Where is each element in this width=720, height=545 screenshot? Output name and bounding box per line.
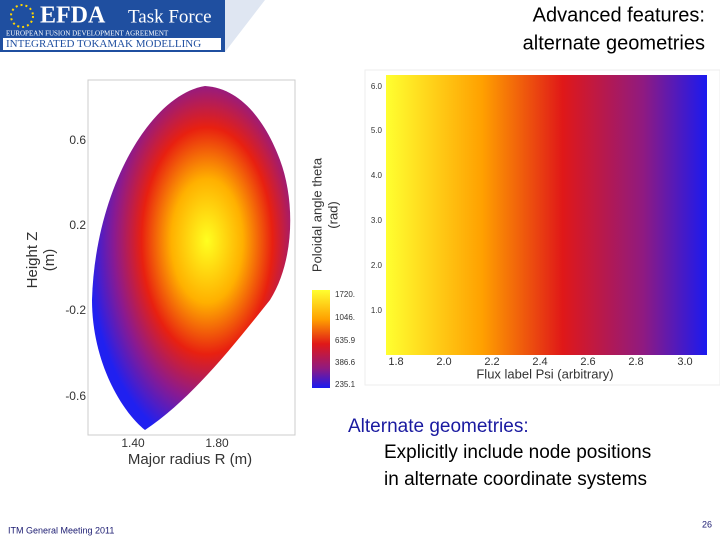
- logo-stars: [10, 4, 34, 28]
- colorbar-tick-label: 386.6: [335, 358, 356, 367]
- slide-title: Advanced features:: [533, 4, 705, 26]
- footer-meeting: ITM General Meeting 2011: [8, 525, 114, 535]
- body-line: Explicitly include node positions: [384, 442, 651, 463]
- body-line: in alternate coordinate systems: [384, 469, 647, 490]
- x-tick-label: 1.80: [205, 436, 229, 450]
- x-tick-label: 2.8: [628, 356, 643, 368]
- y-tick-label: -0.2: [65, 303, 86, 317]
- y-axis-label: (m): [41, 249, 58, 272]
- y-tick-label: 4.0: [371, 171, 383, 180]
- colorbar: [312, 290, 330, 388]
- x-axis-label: Flux label Psi (arbitrary): [476, 366, 613, 381]
- logo-title: EFDA: [40, 3, 106, 29]
- y-tick-label: 6.0: [371, 82, 383, 91]
- x-axis-label: Major radius R (m): [128, 451, 252, 468]
- y-tick-label: 0.2: [69, 218, 86, 232]
- colorbar-tick-label: 235.1: [335, 380, 356, 389]
- colorbar-tick-label: 1720.: [335, 290, 355, 299]
- x-tick-label: 2.2: [484, 356, 499, 368]
- colorbar-tick-label: 635.9: [335, 336, 356, 345]
- x-tick-label: 3.0: [677, 356, 692, 368]
- y-tick-label: 3.0: [371, 216, 383, 225]
- logo-swoosh: [225, 0, 265, 52]
- logo-line: EUROPEAN FUSION DEVELOPMENT AGREEMENT: [6, 30, 169, 38]
- x-tick-label: 2.4: [532, 356, 547, 368]
- logo-subtitle: Task Force: [128, 6, 212, 27]
- plasma-cross-section: [92, 86, 291, 430]
- y-tick-label: 2.0: [371, 261, 383, 270]
- body-heading: Alternate geometries:: [348, 416, 529, 437]
- y-tick-label: 0.6: [69, 133, 86, 147]
- colorbar-label: Poloidal angle theta: [309, 157, 324, 272]
- colorbar-tick-label: 1046.: [335, 313, 355, 322]
- x-tick-label: 1.40: [121, 436, 145, 450]
- flux-map: [386, 75, 707, 355]
- y-axis-label: Height Z: [24, 232, 41, 289]
- page-number: 26: [702, 519, 712, 529]
- y-tick-label: -0.6: [65, 389, 86, 403]
- slide-title: alternate geometries: [523, 32, 705, 54]
- x-tick-label: 2.6: [580, 356, 595, 368]
- x-tick-label: 2.0: [436, 356, 451, 368]
- x-tick-label: 1.8: [388, 356, 403, 368]
- logo-line: INTEGRATED TOKAMAK MODELLING: [6, 38, 201, 50]
- logo-strip: [3, 38, 221, 50]
- y-tick-label: 5.0: [371, 126, 383, 135]
- y-tick-label: 1.0: [371, 306, 383, 315]
- colorbar-label: (rad): [325, 201, 340, 228]
